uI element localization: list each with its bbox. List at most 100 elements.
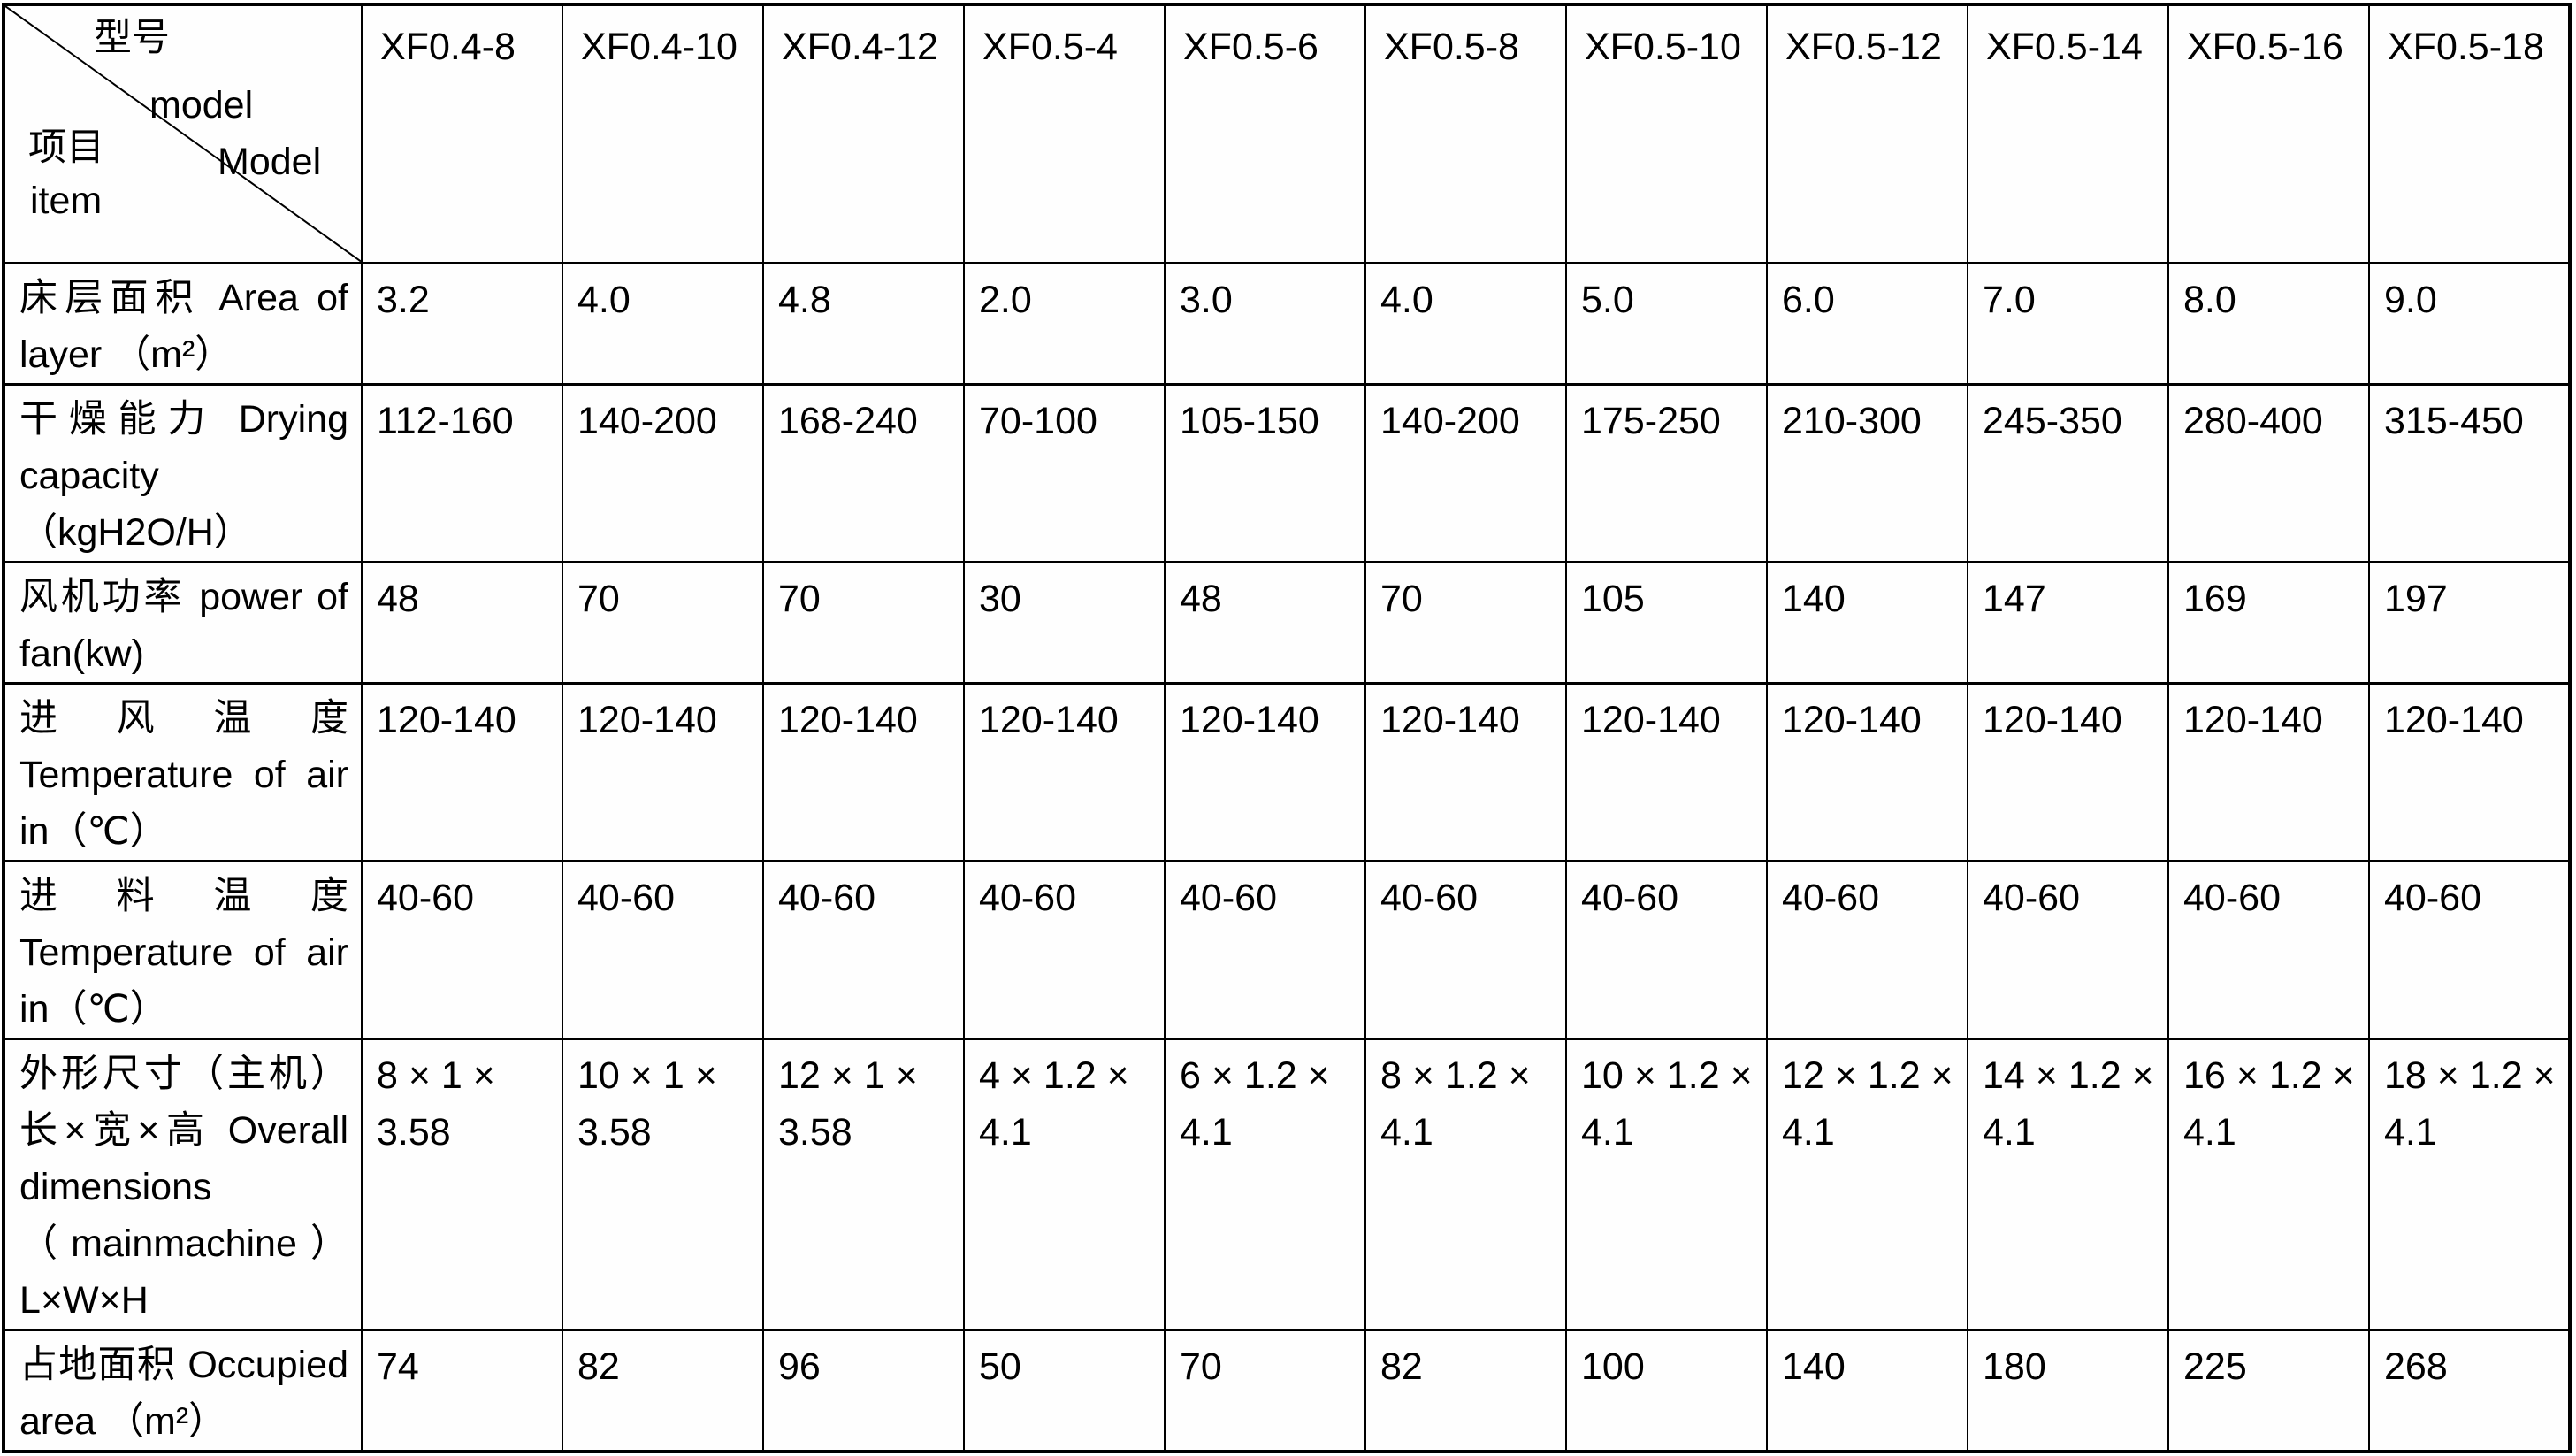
spec-cell: 70: [1364, 560, 1567, 685]
spec-cell: 40-60: [2167, 859, 2370, 1040]
row-label: 进风温度 Temperature of air in（℃）: [3, 681, 363, 862]
column-header: XF0.5-10: [1565, 3, 1768, 264]
column-header: XF0.5-4: [963, 3, 1166, 264]
spec-cell: 140: [1766, 1328, 1968, 1452]
spec-table: 型号 model 项目 Model item XF0.4-8 XF0.4-10 XF…: [2, 3, 2572, 1453]
corner-label-model-cap: Model: [218, 141, 322, 183]
spec-cell: 169: [2167, 560, 2370, 685]
spec-cell: 40-60: [1967, 859, 2169, 1040]
column-header: XF0.5-14: [1967, 3, 2169, 264]
column-header: XF0.4-10: [562, 3, 764, 264]
spec-cell: 10 × 1 × 3.58: [562, 1037, 764, 1331]
row-label: 进料温度 Temperature of air in（℃）: [3, 859, 363, 1040]
spec-cell: 147: [1967, 560, 2169, 685]
spec-cell: 8 × 1 × 3.58: [361, 1037, 563, 1331]
corner-label-model-cn: 型号: [94, 17, 170, 59]
spec-cell: 40-60: [2368, 859, 2571, 1040]
spec-cell: 140-200: [562, 382, 764, 563]
spec-cell: 12 × 1.2 × 4.1: [1766, 1037, 1968, 1331]
spec-cell: 6 × 1.2 × 4.1: [1164, 1037, 1366, 1331]
spec-cell: 6.0: [1766, 261, 1968, 386]
column-header: XF0.4-8: [361, 3, 563, 264]
spec-cell: 4.8: [762, 261, 965, 386]
spec-cell: 12 × 1 × 3.58: [762, 1037, 965, 1331]
table-row: 占地面积 Occupied area （m²） 74 82 96 50 70 82 100 14…: [3, 1328, 2571, 1452]
corner-label-item-cn: 项目: [28, 126, 104, 169]
spec-cell: 112-160: [361, 382, 563, 563]
spec-cell: 268: [2368, 1328, 2571, 1452]
header-row: 型号 model 项目 Model item XF0.4-8 XF0.4-10 XF…: [3, 3, 2571, 264]
spec-cell: 40-60: [963, 859, 1166, 1040]
spec-cell: 120-140: [1364, 681, 1567, 862]
spec-cell: 74: [361, 1328, 563, 1452]
table-row: 床层面积 Area of layer （m²） 3.2 4.0 4.8 2.0 3.0 4.…: [3, 261, 2571, 386]
spec-cell: 2.0: [963, 261, 1166, 386]
spec-cell: 70: [762, 560, 965, 685]
table-row: 外形尺寸（主机）长×宽×高 Overall dimensions （mainma…: [3, 1037, 2571, 1331]
spec-cell: 3.2: [361, 261, 563, 386]
spec-cell: 3.0: [1164, 261, 1366, 386]
spec-cell: 120-140: [361, 681, 563, 862]
row-label: 干燥能力 Drying capacity（kgH2O/H）: [3, 382, 363, 563]
spec-cell: 280-400: [2167, 382, 2370, 563]
spec-cell: 82: [1364, 1328, 1567, 1452]
spec-cell: 70-100: [963, 382, 1166, 563]
spec-cell: 70: [562, 560, 764, 685]
spec-cell: 120-140: [1565, 681, 1768, 862]
row-label: 占地面积 Occupied area （m²）: [3, 1328, 363, 1452]
spec-cell: 180: [1967, 1328, 2169, 1452]
spec-cell: 225: [2167, 1328, 2370, 1452]
spec-cell: 4 × 1.2 × 4.1: [963, 1037, 1166, 1331]
spec-cell: 48: [361, 560, 563, 685]
spec-cell: 140: [1766, 560, 1968, 685]
corner-cell: 型号 model 项目 Model item: [3, 3, 363, 264]
column-header: XF0.5-6: [1164, 3, 1366, 264]
spec-cell: 105: [1565, 560, 1768, 685]
spec-cell: 14 × 1.2 × 4.1: [1967, 1037, 2169, 1331]
column-header: XF0.5-12: [1766, 3, 1968, 264]
spec-cell: 315-450: [2368, 382, 2571, 563]
spec-cell: 120-140: [1766, 681, 1968, 862]
spec-cell: 18 × 1.2 × 4.1: [2368, 1037, 2571, 1331]
spec-cell: 82: [562, 1328, 764, 1452]
spec-cell: 5.0: [1565, 261, 1768, 386]
spec-cell: 175-250: [1565, 382, 1768, 563]
spec-cell: 197: [2368, 560, 2571, 685]
corner-label-item-en: item: [30, 180, 103, 222]
spec-cell: 70: [1164, 1328, 1366, 1452]
spec-cell: 168-240: [762, 382, 965, 563]
spec-cell: 4.0: [562, 261, 764, 386]
row-label: 床层面积 Area of layer （m²）: [3, 261, 363, 386]
spec-cell: 100: [1565, 1328, 1768, 1452]
row-label: 风机功率 power of fan(kw): [3, 560, 363, 685]
column-header: XF0.5-18: [2368, 3, 2571, 264]
spec-cell: 50: [963, 1328, 1166, 1452]
column-header: XF0.4-12: [762, 3, 965, 264]
spec-cell: 40-60: [1766, 859, 1968, 1040]
spec-cell: 40-60: [361, 859, 563, 1040]
spec-cell: 40-60: [1565, 859, 1768, 1040]
spec-cell: 40-60: [1164, 859, 1366, 1040]
table-row: 风机功率 power of fan(kw) 48 70 70 30 48 70 105 140 1…: [3, 560, 2571, 685]
corner-label-model-lower: model: [149, 84, 254, 126]
spec-cell: 40-60: [562, 859, 764, 1040]
table-row: 进料温度 Temperature of air in（℃） 40-60 40-60 4…: [3, 859, 2571, 1040]
spec-cell: 48: [1164, 560, 1366, 685]
spec-cell: 8.0: [2167, 261, 2370, 386]
spec-table-body: 床层面积 Area of layer （m²） 3.2 4.0 4.8 2.0 3.0 4.…: [3, 261, 2571, 1452]
spec-cell: 40-60: [762, 859, 965, 1040]
spec-cell: 40-60: [1364, 859, 1567, 1040]
spec-cell: 210-300: [1766, 382, 1968, 563]
spec-cell: 16 × 1.2 × 4.1: [2167, 1037, 2370, 1331]
spec-cell: 30: [963, 560, 1166, 685]
spec-cell: 140-200: [1364, 382, 1567, 563]
spec-cell: 4.0: [1364, 261, 1567, 386]
row-label: 外形尺寸（主机）长×宽×高 Overall dimensions （mainma…: [3, 1037, 363, 1331]
spec-cell: 96: [762, 1328, 965, 1452]
spec-cell: 120-140: [963, 681, 1166, 862]
table-row: 进风温度 Temperature of air in（℃） 120-140 120-…: [3, 681, 2571, 862]
spec-cell: 120-140: [762, 681, 965, 862]
spec-cell: 120-140: [2167, 681, 2370, 862]
table-row: 干燥能力 Drying capacity（kgH2O/H） 112-160 140-…: [3, 382, 2571, 563]
